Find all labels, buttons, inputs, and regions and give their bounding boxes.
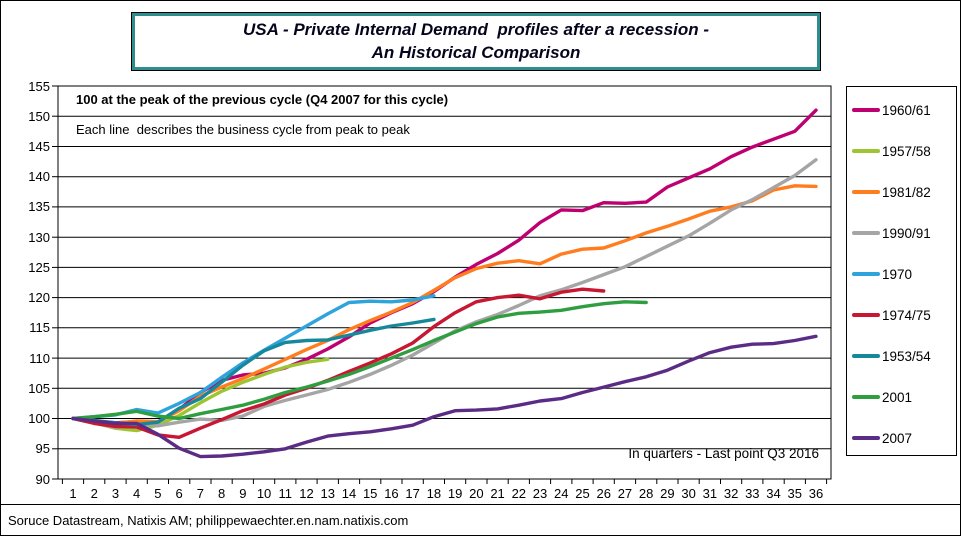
x-axis-label-22: 22 [511, 486, 527, 501]
series-line-2001 [71, 300, 648, 421]
x-axis-label-21: 21 [490, 486, 505, 501]
annotation-quarters-note: In quarters - Last point Q3 2016 [628, 446, 819, 461]
x-axis-label-12: 12 [299, 486, 314, 501]
x-axis-label-36: 36 [808, 486, 824, 501]
legend-swatch-icon [852, 353, 880, 359]
footer-separator [1, 504, 960, 505]
legend-label: 1970 [882, 266, 913, 282]
x-axis-label-25: 25 [575, 486, 590, 501]
chart-title-inner-border: USA - Private Internal Demand profiles a… [132, 13, 820, 70]
x-axis-label-15: 15 [362, 486, 378, 501]
x-axis-label-30: 30 [681, 486, 696, 501]
legend-item-1981-82: 1981/82 [852, 183, 931, 201]
x-axis-label-9: 9 [239, 486, 247, 501]
legend-item-1960-61: 1960/61 [852, 101, 931, 119]
legend-item-1974-75: 1974/75 [852, 306, 931, 324]
y-axis-label-95: 95 [35, 441, 50, 457]
legend-swatch-icon [852, 394, 880, 400]
x-axis-label-6: 6 [175, 486, 183, 501]
legend-swatch-icon [852, 435, 880, 441]
x-axis-label-33: 33 [745, 486, 760, 501]
annotation-peak-note: 100 at the peak of the previous cycle (Q… [76, 92, 449, 107]
x-axis-label-4: 4 [133, 486, 141, 501]
x-axis-label-5: 5 [154, 486, 162, 501]
x-axis-label-13: 13 [320, 486, 335, 501]
series-line-2007 [71, 334, 818, 459]
x-axis-label-32: 32 [723, 486, 739, 501]
legend-item-2007: 2007 [852, 429, 912, 447]
legend-swatch-icon [852, 312, 880, 318]
y-axis-label-155: 155 [28, 78, 50, 94]
y-axis-label-120: 120 [28, 290, 50, 306]
y-axis-label-125: 125 [28, 259, 50, 275]
legend-label: 1981/82 [882, 184, 931, 200]
x-axis-label-28: 28 [638, 486, 654, 501]
x-axis-label-10: 10 [256, 486, 272, 501]
x-axis-label-29: 29 [660, 486, 675, 501]
legend-label: 2007 [882, 430, 913, 446]
x-axis-label-35: 35 [787, 486, 802, 501]
y-axis-label-110: 110 [29, 350, 50, 366]
legend-label: 1974/75 [882, 307, 931, 323]
x-axis-label-20: 20 [469, 486, 484, 501]
legend-swatch-icon [852, 148, 880, 154]
legend-swatch-icon [852, 189, 880, 195]
y-axis-label-115: 115 [29, 320, 50, 336]
legend-item-2001: 2001 [852, 388, 912, 406]
legend-swatch-icon [852, 271, 880, 277]
series-line-1960-61 [71, 108, 818, 425]
y-axis-label-145: 145 [28, 138, 50, 154]
y-axis-label-150: 150 [28, 108, 50, 124]
legend-swatch-icon [852, 230, 880, 236]
x-axis-label-31: 31 [702, 486, 718, 501]
y-axis-label-140: 140 [28, 169, 50, 185]
x-axis-label-3: 3 [111, 486, 120, 501]
chart-title-line1: USA - Private Internal Demand profiles a… [242, 19, 710, 39]
legend-box: 1960/61 1957/58 1981/82 1990/91 1970 1974/75 1… [846, 86, 957, 456]
legend-label: 2001 [882, 389, 913, 405]
x-axis-label-34: 34 [766, 486, 781, 501]
x-axis-label-18: 18 [426, 486, 442, 501]
x-axis-label-8: 8 [217, 486, 226, 501]
legend-label: 1990/91 [882, 225, 931, 241]
legend-item-1970: 1970 [852, 265, 912, 283]
x-axis-label-2: 2 [90, 486, 98, 501]
x-axis-label-24: 24 [554, 486, 569, 501]
x-axis-label-19: 19 [447, 486, 463, 501]
series-line-1990-91 [71, 158, 818, 430]
y-axis-label-90: 90 [35, 471, 50, 487]
source-caption: Soruce Datastream, Natixis AM; philippew… [8, 513, 409, 528]
legend-item-1990-91: 1990/91 [852, 224, 931, 242]
series-line-1981-82 [71, 184, 818, 426]
chart-title-line2: An Historical Comparison [371, 42, 581, 62]
y-axis-label-100: 100 [28, 411, 50, 427]
x-axis-label-16: 16 [384, 486, 399, 501]
annotation-line-note: Each line describes the business cycle f… [76, 122, 410, 137]
x-axis-label-26: 26 [596, 486, 611, 501]
y-axis-label-130: 130 [28, 229, 50, 245]
legend-item-1957-58: 1957/58 [852, 142, 931, 160]
legend-swatch-icon [852, 107, 880, 113]
x-axis-label-27: 27 [617, 486, 633, 501]
legend-label: 1957/58 [882, 143, 931, 159]
x-axis-label-11: 11 [278, 486, 293, 501]
x-axis-label-14: 14 [341, 486, 357, 501]
y-axis-label-135: 135 [28, 199, 50, 215]
chart-title-box: USA - Private Internal Demand profiles a… [131, 12, 821, 71]
x-axis-label-1: 1 [69, 486, 77, 501]
legend-label: 1960/61 [882, 102, 931, 118]
legend-item-1953-54: 1953/54 [852, 347, 931, 365]
x-axis-label-17: 17 [405, 486, 420, 501]
x-axis-label-23: 23 [532, 486, 548, 501]
y-axis-label-105: 105 [28, 380, 50, 396]
x-axis-label-7: 7 [196, 486, 204, 501]
legend-label: 1953/54 [882, 348, 931, 364]
plot-frame [57, 85, 832, 480]
